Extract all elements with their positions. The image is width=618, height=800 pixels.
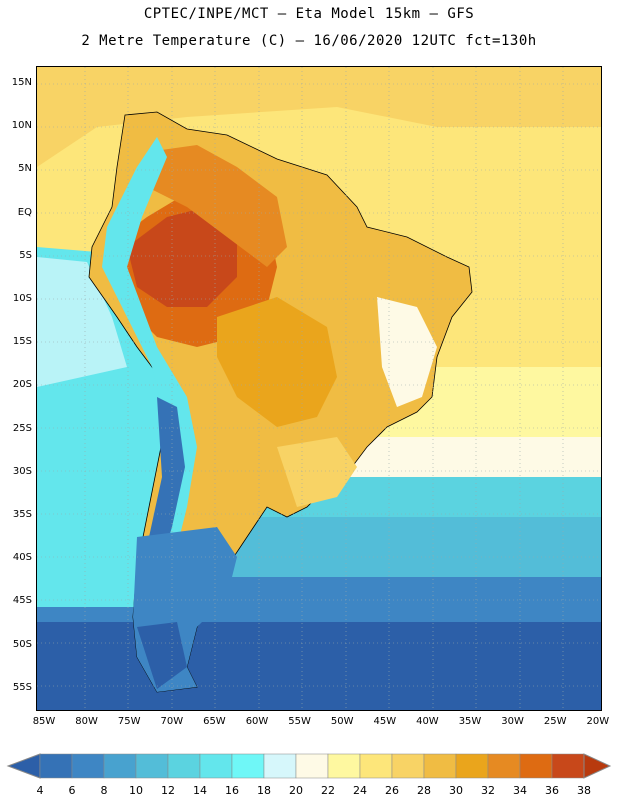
colorbar-label: 24 xyxy=(353,784,367,797)
colorbar-swatch xyxy=(391,753,425,779)
lat-tick-label: 25S xyxy=(12,422,32,434)
lon-tick-label: 75W xyxy=(117,716,141,727)
lon-tick-label: 70W xyxy=(160,716,184,727)
colorbar-swatch xyxy=(295,753,329,779)
colorbar-swatch xyxy=(455,753,489,779)
southern-brazil-warm xyxy=(277,437,357,507)
lat-tick-label: 40S xyxy=(12,552,32,564)
lat-tick-label: EQ xyxy=(17,206,32,218)
lat-tick-label: 5S xyxy=(19,249,32,261)
brazil-highlands-cool xyxy=(377,297,437,407)
pacific-mild-water xyxy=(37,257,127,387)
colorbar-label: 14 xyxy=(193,784,207,797)
colorbar-swatch xyxy=(199,753,233,779)
lon-tick-label: 25W xyxy=(543,716,567,727)
colorbar-swatch xyxy=(551,753,585,779)
colorbar-swatch xyxy=(135,753,169,779)
colorbar-label: 6 xyxy=(68,784,76,797)
lon-tick-label: 40W xyxy=(416,716,439,727)
lon-tick-label: 80W xyxy=(75,716,98,727)
lon-tick-label: 65W xyxy=(203,716,226,727)
lat-tick-label: 30S xyxy=(12,465,32,477)
lat-tick-label: 55S xyxy=(12,681,32,693)
lat-tick-label: 35S xyxy=(12,509,32,520)
colorbar-label: 4 xyxy=(36,784,44,797)
temperature-map xyxy=(36,66,602,711)
colorbar-label: 16 xyxy=(225,784,239,797)
colorbar-swatch xyxy=(487,753,521,779)
caribbean-warm xyxy=(37,67,601,167)
andes-coldest xyxy=(149,397,185,577)
colorbar-label: 10 xyxy=(129,784,143,797)
colorbar-swatch xyxy=(359,753,393,779)
colorbar-swatch xyxy=(423,753,457,779)
lon-tick-label: 55W xyxy=(288,716,311,727)
colorbar-swatch xyxy=(519,753,553,779)
lon-tick-label: 30W xyxy=(501,716,524,727)
lat-tick-label: 15N xyxy=(11,77,32,88)
colorbar-min-arrow xyxy=(6,753,41,779)
lat-tick-label: 10S xyxy=(12,293,32,304)
lat-tick-label: 10N xyxy=(11,120,32,132)
colorbar-label: 36 xyxy=(545,784,559,797)
temperature-colorbar xyxy=(6,753,612,779)
colorbar-label: 32 xyxy=(481,784,495,797)
lat-tick-label: 5N xyxy=(18,163,32,175)
central-brazil-warm xyxy=(217,297,337,427)
lat-tick-label: 15S xyxy=(12,336,32,348)
lon-tick-label: 35W xyxy=(458,716,482,727)
colorbar-swatch xyxy=(327,753,361,779)
lon-tick-label: 50W xyxy=(330,716,354,727)
band-polar-ocean xyxy=(37,622,601,710)
colorbar-label: 38 xyxy=(577,784,591,797)
colorbar-label: 30 xyxy=(449,784,463,797)
lon-tick-label: 60W xyxy=(245,716,269,727)
colorbar-swatch xyxy=(263,753,297,779)
colorbar-label: 12 xyxy=(161,784,175,797)
patagonia-coldest xyxy=(137,622,187,689)
colorbar-swatch xyxy=(167,753,201,779)
colorbar-label: 26 xyxy=(385,784,399,797)
colorbar-label: 18 xyxy=(257,784,271,797)
lat-tick-label: 50S xyxy=(12,638,32,650)
map-title-line1: CPTEC/INPE/MCT – Eta Model 15km – GFS xyxy=(143,6,475,22)
lat-tick-label: 20S xyxy=(12,379,32,391)
lon-tick-label: 85W xyxy=(32,716,56,727)
colorbar-label: 34 xyxy=(513,784,527,797)
colorbar-max-arrow xyxy=(583,753,612,779)
colorbar-label: 20 xyxy=(289,784,303,797)
colorbar-swatch xyxy=(39,753,73,779)
lon-tick-label: 45W xyxy=(373,716,397,727)
amazon-core-hottest xyxy=(127,207,237,307)
colorbar-swatch xyxy=(231,753,265,779)
temperature-field xyxy=(37,67,601,710)
colorbar-swatch xyxy=(71,753,105,779)
lat-tick-label: 45S xyxy=(12,595,32,607)
colorbar-label: 22 xyxy=(321,784,335,797)
colorbar-label: 8 xyxy=(100,784,108,797)
lon-tick-label: 20W xyxy=(586,716,610,727)
map-title-line2: 2 Metre Temperature (C) – 16/06/2020 12U… xyxy=(81,33,537,49)
colorbar-label: 28 xyxy=(417,784,431,797)
colorbar-swatch xyxy=(103,753,137,779)
northern-brazil-warm xyxy=(147,145,287,267)
